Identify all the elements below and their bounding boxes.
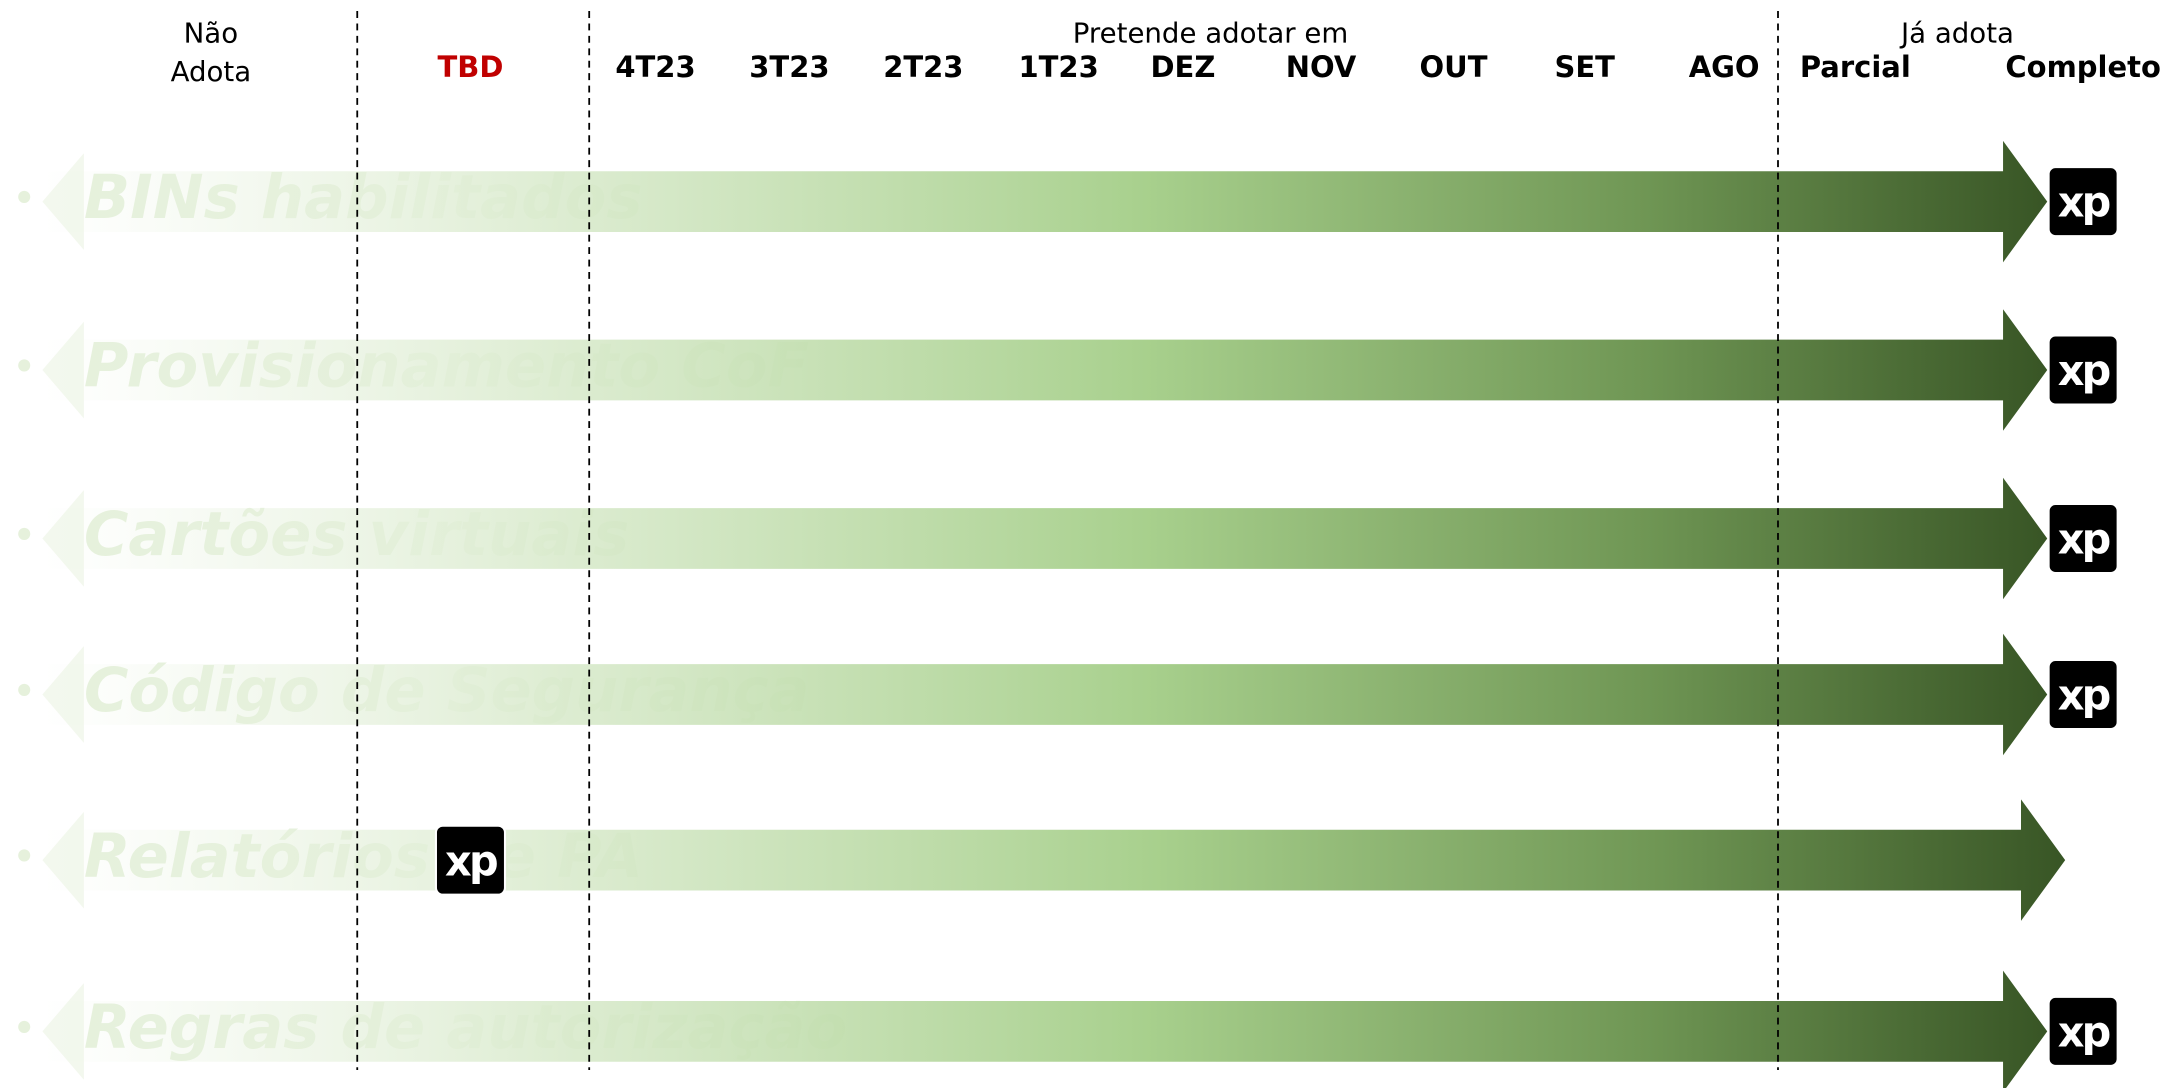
arrow — [42, 633, 2048, 756]
xp-logo — [2047, 334, 2119, 406]
header-label: 1T23 — [1019, 50, 1099, 84]
xp-logo — [2047, 502, 2119, 575]
arrow — [42, 477, 2048, 600]
bullet: • — [12, 343, 36, 391]
xp-logo-text: xp — [2058, 347, 2110, 395]
header-label: 2T23 — [883, 50, 963, 84]
header-label: OUT — [1420, 50, 1488, 84]
header-label: AGO — [1689, 50, 1760, 84]
header-label: DEZ — [1150, 50, 1215, 84]
arrow — [42, 140, 2048, 263]
header-label: Já adota — [1899, 17, 2014, 50]
xp-logo-text: xp — [445, 837, 497, 885]
bullet: • — [12, 1004, 36, 1052]
header-label: SET — [1554, 50, 1615, 84]
header-label: Parcial — [1800, 50, 1911, 84]
header-label: Completo — [2005, 50, 2161, 84]
header-label: Pretende adotar em — [1073, 17, 1349, 50]
xp-logo — [434, 824, 507, 896]
xp-logo-text: xp — [2058, 179, 2110, 227]
bullet: • — [12, 833, 36, 881]
arrow — [42, 970, 2048, 1088]
header-label: 4T23 — [615, 50, 695, 84]
header-label: Adota — [171, 55, 252, 88]
bullet: • — [12, 667, 36, 715]
xp-logo — [2047, 166, 2119, 238]
xp-logo — [2047, 658, 2119, 731]
arrow — [42, 799, 2066, 921]
xp-logo — [2047, 995, 2119, 1067]
header-label: Não — [184, 17, 238, 50]
xp-logo-text: xp — [2058, 1009, 2110, 1057]
header: Não Adota TBD Pretende adotar em Já adot… — [171, 17, 2161, 89]
header-label: 3T23 — [749, 50, 829, 84]
header-label: TBD — [437, 50, 503, 84]
header-label: NOV — [1286, 50, 1357, 84]
xp-logo-text: xp — [2058, 672, 2110, 720]
bullet: • — [12, 511, 36, 559]
xp-logo-text: xp — [2058, 516, 2110, 564]
arrow — [42, 309, 2048, 431]
bullet: • — [12, 175, 36, 223]
